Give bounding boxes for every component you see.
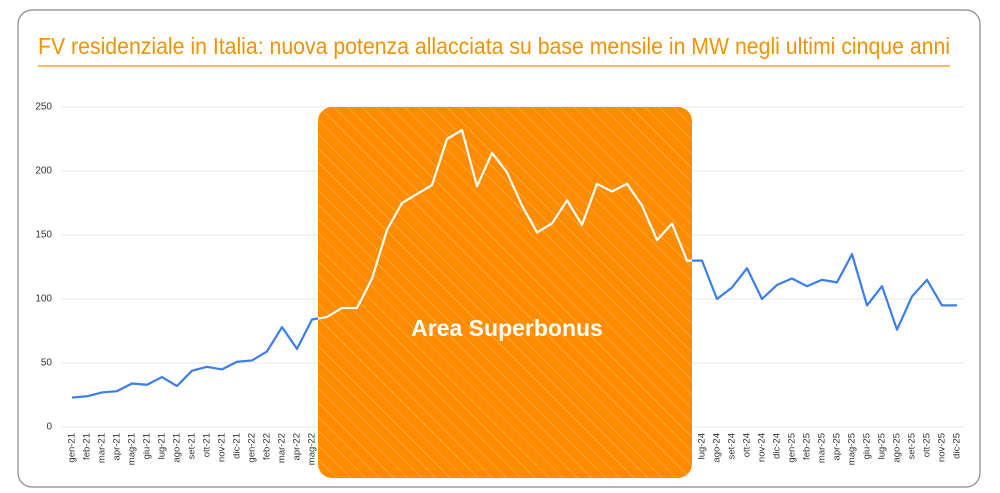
x-tick-label: feb-22 bbox=[262, 433, 273, 460]
x-tick-label: feb-25 bbox=[802, 433, 813, 460]
x-tick-label: set-21 bbox=[187, 433, 198, 459]
x-tick-label: mag-21 bbox=[127, 433, 138, 465]
x-tick-label: giu-25 bbox=[862, 433, 873, 459]
x-tick-label: nov-24 bbox=[757, 433, 768, 462]
x-tick-label: set-24 bbox=[727, 433, 738, 459]
x-tick-label: gen-25 bbox=[787, 433, 798, 463]
x-tick-label: nov-21 bbox=[217, 433, 228, 462]
x-tick-label: lug-24 bbox=[697, 433, 708, 459]
x-tick-label: ott-25 bbox=[922, 433, 933, 457]
data-line-highlight bbox=[318, 128, 692, 399]
x-tick-label: feb-21 bbox=[82, 433, 93, 460]
x-tick-label: mar-22 bbox=[277, 433, 288, 463]
x-tick-label: apr-22 bbox=[292, 433, 303, 460]
x-tick-label: mar-25 bbox=[817, 433, 828, 463]
x-tick-label: mar-21 bbox=[97, 433, 108, 463]
chart-title: FV residenziale in Italia: nuova potenza… bbox=[38, 33, 950, 59]
y-tick-label: 150 bbox=[35, 230, 52, 241]
x-tick-label: dic-25 bbox=[952, 433, 963, 459]
y-tick-label: 100 bbox=[35, 294, 52, 305]
annotation: Area Superbonus bbox=[411, 315, 603, 341]
y-tick-label: 200 bbox=[35, 166, 52, 177]
x-tick-label: mag-22 bbox=[307, 433, 318, 465]
y-tick-label: 0 bbox=[46, 422, 52, 433]
y-tick-label: 50 bbox=[41, 358, 53, 369]
x-tick-label: ott-24 bbox=[742, 433, 753, 457]
x-tick-label: ago-24 bbox=[712, 433, 723, 463]
x-tick-label: set-25 bbox=[907, 433, 918, 459]
y-tick-label: 250 bbox=[35, 102, 52, 113]
x-tick-label: ago-21 bbox=[172, 433, 183, 463]
x-tick-label: gen-22 bbox=[247, 433, 258, 463]
x-tick-label: nov-25 bbox=[937, 433, 948, 462]
x-tick-label: dic-24 bbox=[772, 433, 783, 459]
x-tick-label: ott-21 bbox=[202, 433, 213, 457]
x-tick-label: lug-25 bbox=[877, 433, 888, 459]
x-tick-label: gen-21 bbox=[67, 433, 78, 463]
x-tick-label: apr-25 bbox=[832, 433, 843, 460]
x-tick-label: giu-21 bbox=[142, 433, 153, 459]
x-tick-label: lug-21 bbox=[157, 433, 168, 459]
highlight-hatch bbox=[318, 107, 692, 478]
x-tick-label: ago-25 bbox=[892, 433, 903, 463]
x-tick-label: dic-21 bbox=[232, 433, 243, 459]
x-tick-label: mag-25 bbox=[847, 433, 858, 465]
x-tick-label: apr-21 bbox=[112, 433, 123, 460]
